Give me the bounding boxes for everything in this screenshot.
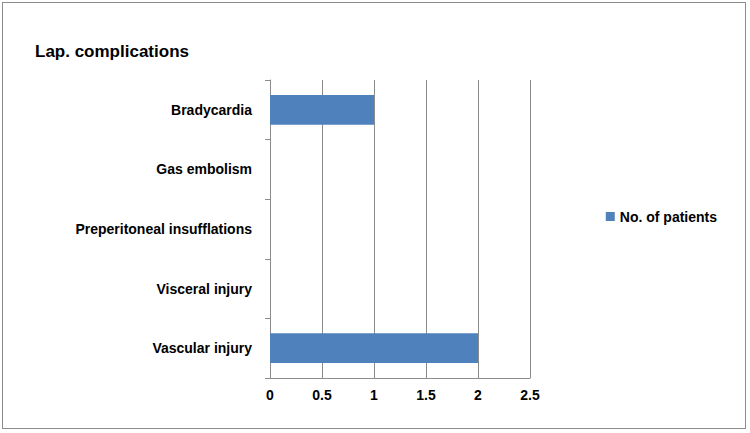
svg-text:2.5: 2.5 [520,387,540,403]
svg-text:No. of patients: No. of patients [620,209,717,225]
svg-text:Lap. complications: Lap. complications [35,42,189,61]
svg-text:1: 1 [370,387,378,403]
svg-text:2: 2 [474,387,482,403]
svg-text:1.5: 1.5 [416,387,436,403]
svg-text:Preperitoneal insufflations: Preperitoneal insufflations [75,221,252,237]
svg-text:0: 0 [266,387,274,403]
svg-text:0.5: 0.5 [312,387,332,403]
svg-text:Bradycardia: Bradycardia [171,102,252,118]
svg-text:Vascular injury: Vascular injury [152,340,252,356]
svg-text:Gas embolism: Gas embolism [156,161,252,177]
svg-text:Visceral injury: Visceral injury [157,281,253,297]
